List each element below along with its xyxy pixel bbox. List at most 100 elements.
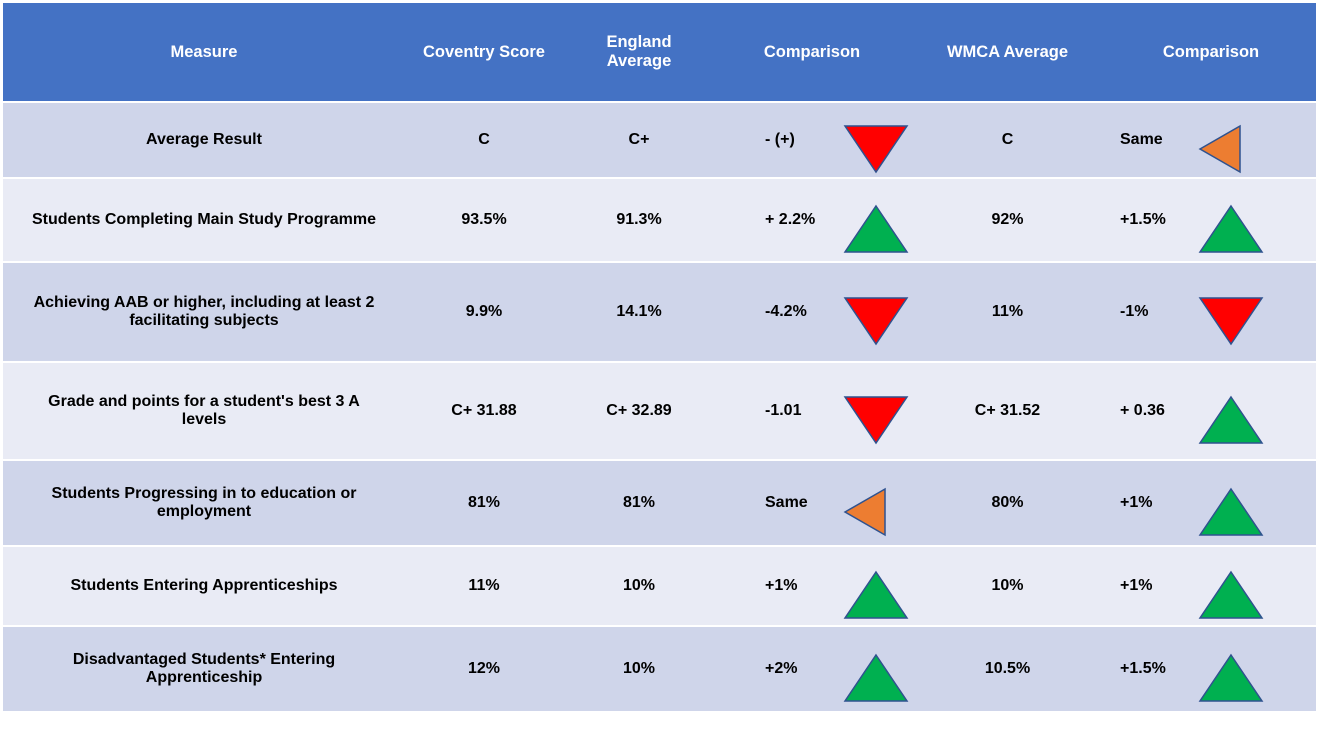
comparison-cell: +1.5% — [1106, 627, 1316, 713]
value-cell: 11% — [909, 263, 1106, 363]
trend-icon — [843, 125, 909, 174]
comparison-content: Same — [1106, 106, 1316, 174]
trend-triangle — [843, 653, 909, 702]
comparison-text: -1.01 — [765, 402, 802, 419]
comparison-cell: + 0.36 — [1106, 363, 1316, 461]
value-cell: 91.3% — [563, 179, 715, 263]
measure-cell: Students Progressing in to education or … — [3, 461, 405, 547]
trend-icon — [843, 570, 909, 619]
comparison-cell: +1% — [715, 547, 909, 627]
table-row: Grade and points for a student's best 3 … — [3, 363, 1316, 461]
comparison-cell: -1% — [1106, 263, 1316, 363]
table-row: Achieving AAB or higher, including at le… — [3, 263, 1316, 363]
value-cell: 14.1% — [563, 263, 715, 363]
trend-icon — [1198, 487, 1264, 536]
table-wrap: Measure Coventry Score England Average Comp… — [3, 3, 1316, 713]
comparison-text: - (+) — [765, 131, 795, 148]
comparison-cell: +1% — [1106, 461, 1316, 547]
trend-icon — [1198, 570, 1264, 619]
value-cell: 10% — [563, 627, 715, 713]
comparison-content: +1.5% — [1106, 186, 1316, 254]
comparison-cell: -4.2% — [715, 263, 909, 363]
comparison-text: Same — [765, 494, 808, 511]
value-cell: C+ 31.88 — [405, 363, 563, 461]
header-cell: Coventry Score — [405, 3, 563, 103]
trend-triangle — [843, 570, 909, 619]
trend-icon — [843, 297, 909, 346]
value-cell: 10% — [563, 547, 715, 627]
comparison-content: +1% — [715, 552, 909, 620]
table-row: Students Entering Apprenticeships 11% 10% +… — [3, 547, 1316, 627]
trend-triangle — [843, 125, 909, 174]
comparison-cell: - (+) — [715, 103, 909, 179]
trend-triangle — [1198, 124, 1241, 174]
comparison-cell: Same — [715, 461, 909, 547]
header-row: Measure Coventry Score England Average Comp… — [3, 3, 1316, 103]
table-row: Average Result C C+ - (+) C Same — [3, 103, 1316, 179]
header-cell: WMCA Average — [909, 3, 1106, 103]
comparison-cell: +1% — [1106, 547, 1316, 627]
comparison-text: +1% — [1120, 494, 1153, 511]
value-cell: C+ 31.52 — [909, 363, 1106, 461]
trend-icon — [1198, 395, 1264, 444]
comparison-cell: Same — [1106, 103, 1316, 179]
trend-triangle — [1198, 570, 1264, 619]
comparison-content: +2% — [715, 635, 909, 703]
comparison-content: +1% — [1106, 469, 1316, 537]
value-cell: 10.5% — [909, 627, 1106, 713]
trend-icon — [843, 204, 909, 253]
header-cell: England Average — [563, 3, 715, 103]
comparison-cell: +2% — [715, 627, 909, 713]
measure-cell: Students Completing Main Study Programme — [3, 179, 405, 263]
measure-cell: Students Entering Apprenticeships — [3, 547, 405, 627]
table-row: Disadvantaged Students* Entering Apprent… — [3, 627, 1316, 713]
comparison-content: +1.5% — [1106, 635, 1316, 703]
table-row: Students Progressing in to education or … — [3, 461, 1316, 547]
comparison-text: Same — [1120, 131, 1163, 148]
trend-triangle — [1198, 653, 1264, 702]
trend-icon — [1198, 204, 1264, 253]
trend-icon — [1198, 653, 1264, 702]
trend-icon — [843, 396, 909, 445]
measure-cell: Average Result — [3, 103, 405, 179]
value-cell: 93.5% — [405, 179, 563, 263]
comparison-text: + 2.2% — [765, 211, 816, 228]
header-cell: Comparison — [715, 3, 909, 103]
value-cell: 12% — [405, 627, 563, 713]
comparison-content: +1% — [1106, 552, 1316, 620]
comparison-text: -4.2% — [765, 303, 807, 320]
comparison-content: Same — [715, 469, 909, 537]
comparison-text: +1.5% — [1120, 211, 1166, 228]
value-cell: 92% — [909, 179, 1106, 263]
value-cell: 81% — [563, 461, 715, 547]
trend-icon — [843, 487, 886, 537]
comparison-text: -1% — [1120, 303, 1149, 320]
value-cell: 11% — [405, 547, 563, 627]
trend-triangle — [1198, 395, 1264, 444]
header-cell: Measure — [3, 3, 405, 103]
comparison-text: +1% — [1120, 577, 1153, 594]
value-cell: 9.9% — [405, 263, 563, 363]
measure-cell: Disadvantaged Students* Entering Apprent… — [3, 627, 405, 713]
comparison-cell: -1.01 — [715, 363, 909, 461]
comparison-content: -4.2% — [715, 278, 909, 346]
comparison-text: +1.5% — [1120, 660, 1166, 677]
trend-triangle — [843, 487, 886, 537]
comparison-text: +2% — [765, 660, 798, 677]
comparison-content: + 2.2% — [715, 186, 909, 254]
trend-triangle — [1198, 487, 1264, 536]
value-cell: C — [405, 103, 563, 179]
value-cell: 81% — [405, 461, 563, 547]
trend-triangle — [1198, 297, 1264, 346]
value-cell: 80% — [909, 461, 1106, 547]
comparison-table: Measure Coventry Score England Average Comp… — [3, 3, 1316, 713]
comparison-cell: +1.5% — [1106, 179, 1316, 263]
value-cell: C+ — [563, 103, 715, 179]
comparison-text: +1% — [765, 577, 798, 594]
value-cell: C+ 32.89 — [563, 363, 715, 461]
comparison-cell: + 2.2% — [715, 179, 909, 263]
trend-icon — [1198, 124, 1241, 174]
value-cell: 10% — [909, 547, 1106, 627]
trend-icon — [843, 653, 909, 702]
